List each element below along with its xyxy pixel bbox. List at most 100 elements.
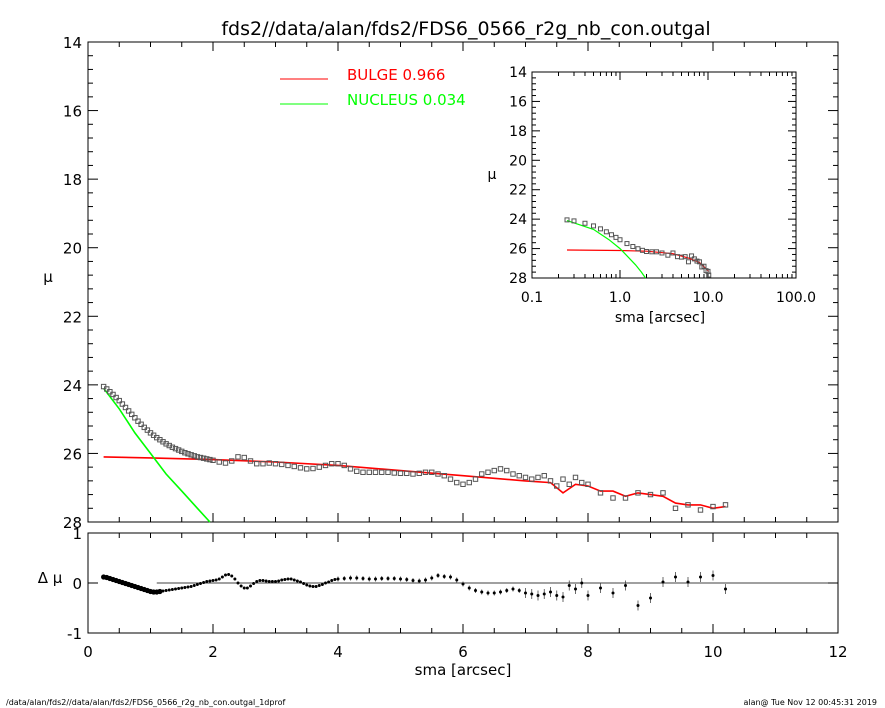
- data-point: [647, 491, 654, 498]
- residual-point: [524, 591, 527, 595]
- inset-data-point: [603, 229, 609, 235]
- inset-data-point: [635, 246, 641, 252]
- inset-data-point: [685, 259, 691, 265]
- residual-point: [461, 582, 465, 586]
- data-point: [710, 503, 716, 510]
- y-tick-label: 22: [509, 183, 527, 199]
- y-tick-label: 28: [63, 514, 82, 532]
- residual-point: [164, 589, 168, 592]
- inset-xlabel: sma [arcsec]: [615, 310, 705, 326]
- residual-point: [289, 577, 293, 581]
- data-point: [685, 502, 691, 508]
- y-tick-label: 26: [63, 445, 82, 463]
- data-point: [329, 461, 335, 467]
- residual-point: [505, 589, 509, 592]
- residual-point: [286, 577, 290, 581]
- residual-point: [308, 584, 312, 588]
- data-point: [510, 471, 516, 477]
- data-point: [472, 476, 479, 482]
- data-point: [597, 490, 604, 496]
- y-tick-label: 16: [63, 103, 82, 121]
- data-point: [144, 427, 151, 433]
- data-point: [104, 386, 110, 392]
- residual-point: [361, 577, 365, 580]
- residual-point: [242, 586, 246, 590]
- residual-point: [220, 575, 224, 579]
- residual-point: [157, 588, 163, 595]
- y-tick-label: 14: [63, 34, 82, 52]
- y-tick-label: -1: [67, 625, 82, 643]
- data-point: [522, 474, 529, 481]
- data-point: [204, 456, 210, 462]
- data-point: [297, 465, 304, 471]
- inset-data-point: [624, 241, 630, 247]
- residual-panel: Δ μ sma [arcsec] 0 2 4 6 8 10 12-101: [38, 525, 848, 679]
- data-point: [141, 424, 147, 431]
- inset-nucleus-line: [566, 220, 646, 279]
- data-point: [310, 465, 316, 472]
- inset-data-point: [643, 249, 649, 255]
- residual-point: [499, 590, 502, 594]
- inset-data-point: [564, 217, 570, 223]
- residual-point: [277, 579, 281, 583]
- residual-point: [586, 594, 590, 597]
- data-point: [391, 470, 397, 476]
- data-point: [129, 411, 135, 418]
- residual-point: [192, 584, 196, 587]
- x-tick-label: 0.1: [521, 290, 543, 306]
- residual-point: [536, 594, 540, 597]
- residual-point: [380, 577, 384, 580]
- residual-point: [324, 581, 327, 585]
- residual-point: [170, 588, 174, 591]
- residual-point: [374, 577, 377, 581]
- residual-point: [699, 575, 702, 579]
- inset-data-point: [582, 220, 588, 226]
- data-point: [316, 464, 322, 470]
- residual-point: [424, 578, 427, 582]
- inset-data-point: [696, 259, 702, 265]
- residual-point: [292, 578, 296, 582]
- residual-point: [236, 581, 240, 585]
- data-point: [285, 462, 291, 469]
- y-tick-label: 28: [509, 271, 527, 287]
- data-point: [585, 481, 591, 487]
- x-tick-label: 4: [333, 643, 343, 661]
- data-point: [116, 397, 122, 404]
- residual-point: [530, 592, 534, 596]
- residual-point: [711, 574, 715, 577]
- residual-point: [333, 578, 337, 581]
- data-point: [135, 418, 141, 424]
- data-point: [547, 478, 554, 484]
- data-point: [260, 461, 266, 467]
- data-point: [516, 473, 522, 479]
- residual-point: [227, 573, 231, 576]
- data-point: [397, 470, 404, 477]
- data-point: [572, 474, 579, 481]
- data-point: [110, 391, 116, 398]
- residual-point: [280, 578, 284, 582]
- residual-point: [392, 577, 396, 580]
- residual-point: [214, 578, 218, 582]
- inset-data-point: [571, 218, 577, 224]
- residual-point: [295, 579, 299, 583]
- residual-point: [336, 577, 340, 581]
- residual-point: [174, 587, 177, 591]
- data-point: [491, 467, 497, 474]
- data-point: [366, 469, 372, 475]
- bulge-line: [103, 456, 726, 510]
- y-tick-label: 16: [509, 94, 527, 110]
- residual-point: [349, 576, 352, 580]
- residual-point: [189, 585, 193, 588]
- data-point: [254, 461, 260, 467]
- residual-point: [330, 579, 334, 582]
- data-point: [535, 474, 541, 481]
- data-point: [216, 459, 222, 465]
- residual-point: [342, 577, 346, 580]
- residual-point: [311, 585, 315, 588]
- data-point: [172, 445, 179, 452]
- residual-point: [180, 586, 184, 590]
- data-point: [479, 471, 485, 477]
- y-tick-label: 22: [63, 308, 82, 326]
- residual-point: [636, 604, 640, 607]
- residual-point: [611, 591, 615, 595]
